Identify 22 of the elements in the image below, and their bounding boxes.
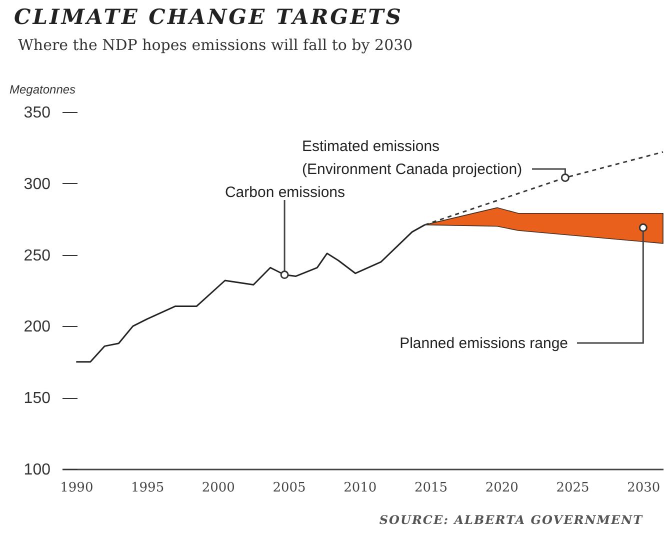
y-tick-label: 100	[24, 462, 51, 478]
source-note: SOURCE: ALBERTA GOVERNMENT	[379, 513, 643, 527]
x-tick-label: 2030	[627, 480, 660, 496]
y-tick-label: 300	[24, 176, 51, 193]
annotation: Estimated emissions (Environment Canada projection)	[302, 138, 522, 178]
y-tick-label: 200	[24, 318, 51, 336]
x-tick-label: 2010	[344, 480, 377, 496]
chart-subtitle: Where the NDP hopes emissions will fall to by 2030	[18, 36, 413, 54]
x-tick-label: 1990	[60, 480, 94, 496]
x-tick-label: 2020	[485, 480, 518, 496]
x-tick-label: 2025	[556, 480, 590, 496]
x-tick-label: 2015	[414, 480, 448, 496]
chart-title: CLIMATE CHANGE TARGETS	[14, 4, 403, 29]
x-tick-label: 2005	[272, 480, 306, 496]
y-tick-label: 350	[24, 104, 51, 122]
y-tick-label: 150	[24, 390, 51, 408]
annotation: Planned emissions range	[400, 335, 568, 352]
annotation: Carbon emissions	[224, 184, 346, 201]
y-axis-title: Megatonnes	[10, 82, 76, 96]
x-tick-label: 1995	[131, 480, 164, 496]
y-tick-label: 250	[24, 247, 51, 264]
x-tick-label: 2000	[202, 480, 235, 496]
